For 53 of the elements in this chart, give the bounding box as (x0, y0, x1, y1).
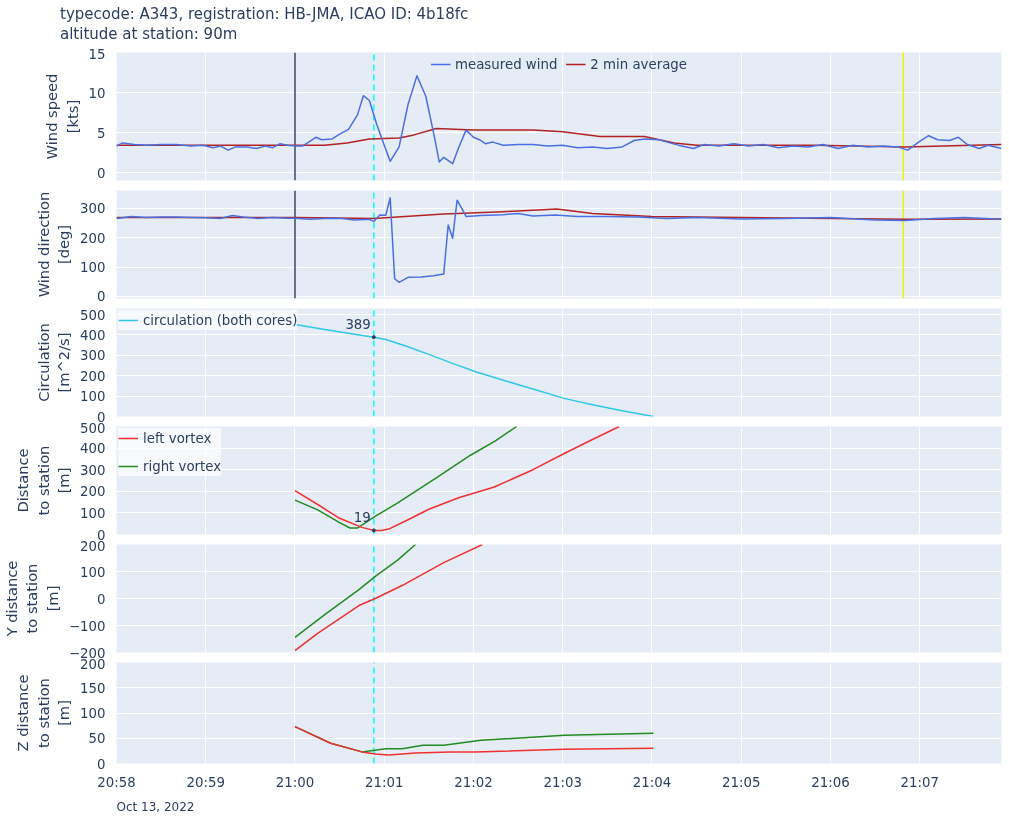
y-tick-label: 100 (80, 505, 106, 521)
y-tick-label: 5 (97, 125, 106, 141)
x-tick-label: 20:58 (97, 774, 136, 790)
x-tick-label: 21:04 (632, 774, 672, 790)
x-tick-label: 21:03 (543, 774, 582, 790)
x-tick-label: 21:00 (275, 774, 315, 790)
y-tick-label: 300 (80, 348, 106, 364)
y-tick-label: 0 (97, 756, 106, 772)
y-tick-label: 100 (80, 706, 106, 721)
x-tick-label: 21:01 (365, 774, 404, 790)
y-axis-title: Y distance to station [m] (3, 560, 61, 638)
y-tick-label: 200 (80, 484, 106, 500)
y-axis-title: Distance to station [m] (14, 445, 73, 516)
y-tick-label: 200 (80, 656, 106, 672)
y-tick-label: 400 (80, 441, 106, 457)
text: Oct 13, 2022 (116, 799, 195, 814)
y-axis-title: Wind direction [deg] (34, 191, 73, 298)
y-axis-title: Circulation [m^2/s] (34, 323, 73, 402)
y-axis-title: Wind speed [kts] (43, 73, 81, 160)
y-tick-label: 300 (80, 201, 106, 217)
y-tick-label: 200 (80, 230, 106, 246)
y-axis-title: Z distance to station [m] (14, 674, 73, 752)
y-tick-label: 300 (80, 462, 106, 478)
legend-label: measured wind (455, 56, 558, 72)
chart-title: typecode: A343, registration: HB-JMA, ICAO ID: 4b18fc (60, 5, 469, 23)
x-tick-label: 21:07 (900, 774, 939, 790)
annotation: 389 (345, 317, 371, 333)
legend-label: 2 min average (590, 56, 687, 72)
y-tick-label: 0 (97, 591, 106, 607)
y-tick-label: 150 (80, 680, 106, 696)
x-tick-label: 21:05 (722, 774, 761, 790)
chart-subtitle: altitude at station: 90m (60, 25, 238, 43)
y-tick-label: 10 (88, 85, 106, 101)
y-tick-label: 15 (88, 46, 106, 62)
y-tick-label: 100 (80, 564, 106, 580)
x-tick-label: 20:59 (186, 774, 225, 790)
legend-label: right vortex (143, 458, 222, 474)
y-tick-label: 0 (97, 289, 106, 305)
legend-label: circulation (both cores) (143, 312, 298, 328)
y-tick-label: 0 (97, 165, 106, 181)
legend-label: left vortex (143, 430, 212, 446)
x-tick-label: 21:06 (811, 774, 850, 790)
y-tick-label: 200 (80, 368, 106, 384)
y-tick-label: 500 (80, 307, 106, 323)
y-tick-label: 50 (88, 731, 106, 747)
y-tick-label: −100 (68, 618, 106, 634)
y-tick-label: 400 (80, 327, 106, 343)
y-tick-label: 200 (80, 538, 106, 554)
y-tick-label: 500 (80, 420, 106, 436)
x-tick-label: 21:02 (454, 774, 493, 790)
annotation: 19 (353, 510, 371, 526)
y-tick-label: 100 (80, 260, 106, 276)
y-tick-label: 100 (80, 389, 106, 405)
